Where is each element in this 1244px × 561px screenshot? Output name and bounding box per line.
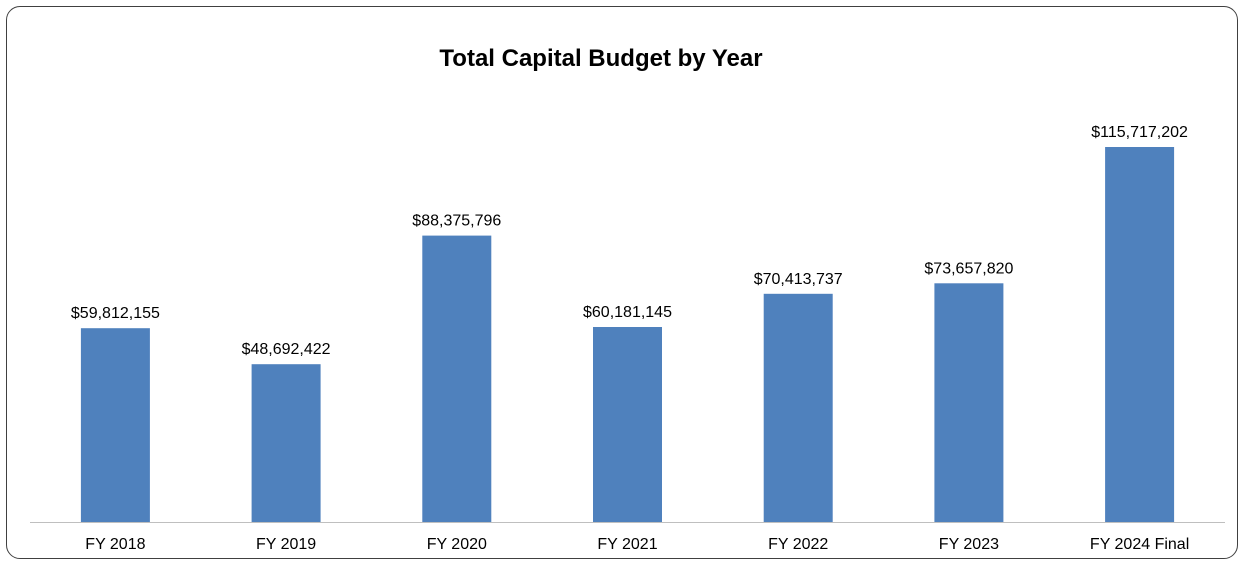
bar-fy-2021 bbox=[593, 327, 662, 522]
data-label: $73,657,820 bbox=[924, 260, 1013, 277]
x-tick-label: FY 2018 bbox=[85, 536, 145, 553]
data-label: $48,692,422 bbox=[242, 341, 331, 358]
data-label: $70,413,737 bbox=[754, 271, 843, 288]
bar-fy-2022 bbox=[763, 293, 833, 522]
data-labels-group: $59,812,155 $48,692,422 $88,375,796 $60,181… bbox=[71, 124, 1188, 358]
bar-fy-2020 bbox=[422, 235, 492, 522]
x-tick-label: FY 2023 bbox=[939, 536, 999, 553]
x-tick-label: FY 2020 bbox=[427, 536, 487, 553]
data-label: $115,717,202 bbox=[1091, 124, 1188, 141]
x-tick-label: FY 2022 bbox=[768, 536, 828, 553]
bar-fy-2023 bbox=[934, 283, 1004, 522]
chart-title: Total Capital Budget by Year bbox=[439, 45, 762, 72]
bars-group bbox=[80, 147, 1175, 522]
data-label: $60,181,145 bbox=[583, 304, 672, 321]
bar-fy-2024-final bbox=[1105, 147, 1175, 522]
x-tick-label: FY 2019 bbox=[256, 536, 316, 553]
x-tick-label: FY 2024 Final bbox=[1090, 536, 1189, 553]
data-label: $88,375,796 bbox=[412, 213, 501, 230]
bar-fy-2019 bbox=[251, 364, 321, 522]
bar-fy-2018 bbox=[80, 328, 150, 522]
x-tick-label: FY 2021 bbox=[597, 536, 657, 553]
data-label: $59,812,155 bbox=[71, 305, 160, 322]
x-tick-labels-group: FY 2018 FY 2019 FY 2020 FY 2021 FY 2022 FY 20… bbox=[85, 536, 1189, 553]
